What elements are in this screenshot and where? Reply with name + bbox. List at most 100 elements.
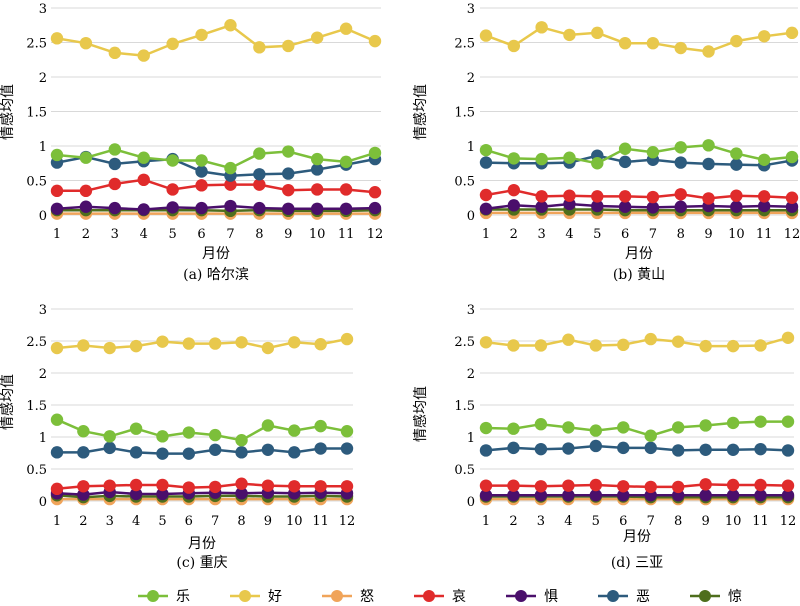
data-point-ju [591,199,604,213]
data-point-ai [589,478,603,492]
x-tick-label: 6 [619,514,627,529]
x-tick-label: 4 [565,227,573,242]
data-point-hao [288,336,301,349]
x-tick-label: 12 [780,514,797,529]
series-hao [479,21,799,58]
x-tick-label: 4 [564,514,572,529]
data-point-hao [618,36,632,50]
data-point-ju [674,200,687,213]
data-point-hao [156,335,169,348]
data-point-le [754,415,767,428]
data-point-ai [534,480,548,493]
data-point-hao [754,339,767,352]
data-point-wu [288,446,301,459]
data-point-le [671,421,685,434]
data-point-wu [644,441,657,455]
y-axis-label: 情感均值 [0,84,16,140]
legend-label: 乐 [176,589,190,605]
legend-marker [239,590,251,602]
data-point-wu [261,443,275,456]
data-point-ai [702,192,715,205]
x-tick-label: 5 [168,227,176,242]
x-tick-label: 10 [286,514,303,529]
y-tick-label: 2 [467,71,475,86]
data-point-hao [253,41,266,54]
data-point-hao [340,332,354,346]
data-point-le [261,419,275,432]
data-point-ju [108,201,122,215]
x-tick-label: 8 [237,514,245,529]
legend-marker [607,590,619,602]
legend-marker [699,590,711,602]
series-line-jing [57,208,376,213]
x-tick-label: 3 [106,514,114,529]
legend-label: 惊 [728,589,742,605]
data-point-wu [340,442,354,455]
data-point-ai [339,183,353,196]
legend-marker [147,590,159,602]
data-point-ai [674,188,687,201]
y-tick-label: 2.5 [454,37,475,52]
data-point-ju [195,201,208,215]
data-point-ju [785,200,799,213]
series-line-wu [485,154,793,167]
x-tick-label: 1 [53,227,61,242]
data-point-le [339,155,353,169]
data-point-hao [674,41,687,55]
data-point-le [644,429,657,442]
data-point-ju [50,202,64,215]
data-point-ai [479,188,493,202]
data-point-le [589,424,603,437]
series-line-ai [57,178,376,194]
series-line-ai [486,483,789,489]
data-point-ai [617,480,630,493]
data-point-ai [224,178,237,191]
data-point-le [479,421,493,435]
y-axis-label: 情感均值 [0,374,16,430]
data-point-ju [479,202,493,215]
x-tick-label: 1 [482,514,490,529]
data-point-ju [699,489,712,502]
data-point-le [507,422,520,435]
y-tick-label: 0 [467,495,475,510]
y-tick-label: 0.5 [26,463,47,478]
data-point-ju [79,200,93,213]
data-point-hao [535,21,548,34]
data-point-wu [314,442,327,455]
data-point-le [617,421,630,434]
x-tick-label: 2 [510,227,518,242]
data-point-ai [646,190,660,204]
data-point-hao [644,332,657,346]
y-tick-label: 2 [39,367,47,382]
data-point-le [156,430,169,443]
data-point-ju [129,487,143,501]
data-point-ju [224,199,237,213]
data-point-hao [368,34,382,48]
series-hao [50,332,354,355]
data-point-hao [79,36,93,50]
x-tick-label: 9 [704,227,712,242]
x-tick-label: 8 [674,514,682,529]
data-point-hao [208,337,222,350]
legend-item-nu: 怒 [322,589,374,605]
x-tick-label: 12 [784,227,800,242]
data-point-le [702,139,715,152]
x-tick-label: 5 [592,514,600,529]
data-point-ai [479,479,493,492]
series-line-wu [485,444,789,452]
y-tick-label: 2.5 [26,335,47,350]
x-tick-label: 11 [338,227,355,242]
data-point-ai [137,173,150,187]
x-tick-label: 5 [158,514,166,529]
data-point-ai [699,478,712,491]
data-point-le [208,428,222,442]
data-point-le [730,147,743,160]
data-point-hao [646,36,660,50]
x-tick-label: 8 [255,227,263,242]
y-tick-label: 2.5 [26,37,47,52]
data-point-le [288,424,301,437]
data-point-hao [699,339,712,353]
data-point-ju [235,487,248,500]
data-point-ai [77,480,90,493]
